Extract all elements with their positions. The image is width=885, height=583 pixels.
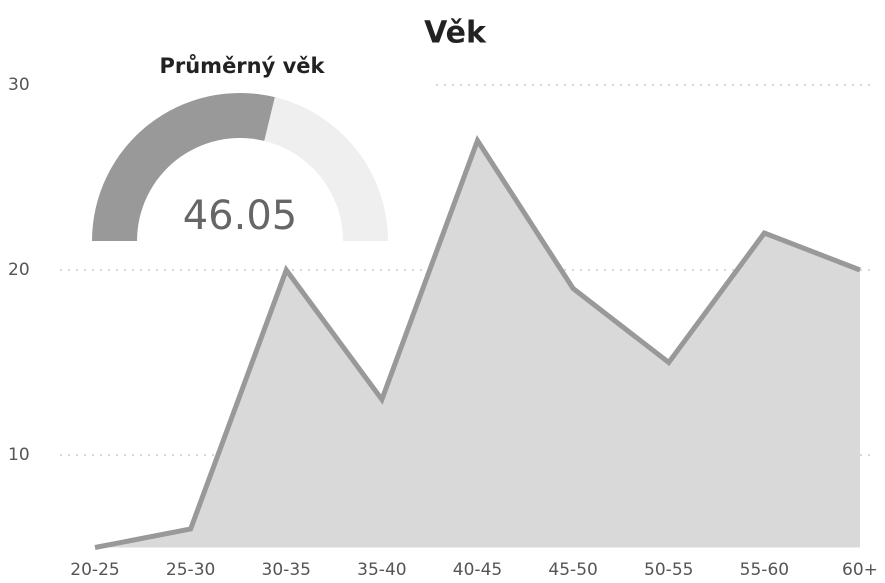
gauge-track (264, 97, 388, 241)
x-tick-label: 30-35 (262, 560, 311, 580)
area-fill (95, 140, 860, 548)
x-tick-label: 55-60 (740, 560, 789, 580)
area-line (94, 134, 861, 550)
x-tick-label: 60+ (842, 560, 878, 580)
y-tick-label: 30 (8, 75, 30, 95)
x-tick-label: 25-30 (166, 560, 215, 580)
gauge-fill (92, 92, 275, 241)
y-tick-label: 20 (8, 260, 30, 280)
gauge-title: Průměrný věk (159, 54, 325, 78)
x-tick-label: 40-45 (453, 560, 502, 580)
x-tick-label: 50-55 (644, 560, 693, 580)
x-tick-label: 35-40 (357, 560, 406, 580)
gauge-value: 46.05 (183, 193, 298, 239)
x-tick-label: 45-50 (548, 560, 597, 580)
y-tick-label: 10 (8, 445, 30, 465)
x-tick-label: 20-25 (70, 560, 119, 580)
chart-title: Věk (424, 16, 487, 51)
